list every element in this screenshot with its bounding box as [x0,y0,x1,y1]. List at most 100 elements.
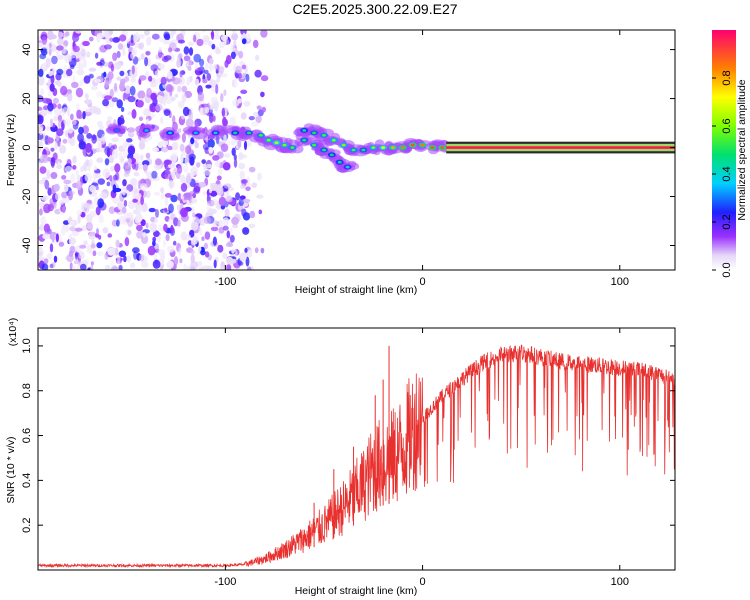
noise-speckle [63,118,72,127]
noise-speckle [95,228,100,235]
noise-speckle [47,203,54,212]
noise-speckle [137,206,144,213]
noise-speckle [137,90,146,99]
noise-speckle [122,143,127,151]
noise-speckle [83,240,88,246]
snr-series-line [38,344,675,569]
noise-speckle [70,173,76,183]
noise-speckle [138,34,145,39]
noise-speckle [121,185,127,196]
noise-speckle [214,30,220,37]
noise-speckle [152,147,158,152]
noise-speckle [180,207,188,218]
noise-speckle [238,73,243,79]
noise-speckle [84,172,92,183]
noise-speckle [54,140,58,150]
noise-speckle [48,70,54,77]
noise-speckle [164,193,172,198]
noise-speckle [76,180,82,191]
noise-speckle [99,59,105,66]
noise-speckle [140,261,149,268]
noise-speckle [219,40,225,49]
noise-speckle [188,47,194,56]
noise-speckle [89,202,96,210]
signal-core [266,138,271,142]
noise-speckle [144,56,149,67]
noise-speckle [180,193,184,200]
noise-speckle [177,165,183,175]
noise-speckle [134,192,142,200]
noise-speckle [177,100,185,109]
noise-speckle [193,186,201,194]
noise-speckle [96,32,105,39]
noise-speckle [180,231,187,241]
noise-speckle [86,222,93,230]
noise-speckle [155,158,162,166]
spectrogram-ytick-label: 40 [21,43,33,55]
noise-speckle [102,168,111,179]
noise-speckle [248,249,253,258]
noise-speckle [134,42,140,49]
noise-speckle [206,72,211,81]
noise-speckle [183,164,189,174]
noise-speckle [231,32,239,41]
noise-speckle [161,146,169,153]
noise-speckle [239,154,248,159]
noise-speckle [251,121,259,127]
noise-speckle [45,57,51,68]
noise-speckle [118,151,123,160]
signal-core [274,141,279,144]
noise-speckle [238,261,244,266]
noise-speckle [136,213,143,223]
noise-speckle [38,133,44,140]
noise-speckle [196,67,204,72]
noise-speckle [237,140,242,148]
noise-speckle [173,256,179,266]
noise-speckle [140,196,145,205]
noise-speckle [38,106,43,111]
spectrogram-panel: -100 0 100 -40 -20 0 20 40 Height of straight l… [5,29,676,296]
noise-speckle [191,207,195,215]
noise-speckle [89,36,94,42]
noise-speckle [42,154,49,164]
noise-speckle [94,52,99,59]
noise-speckle [247,266,252,270]
noise-speckle [207,138,215,149]
noise-speckle [136,230,144,239]
noise-speckle [225,195,233,203]
noise-speckle [222,225,229,231]
noise-speckle [126,184,134,192]
noise-speckle [68,250,74,257]
noise-speckle [55,192,60,201]
noise-speckle [209,208,217,215]
noise-speckle [85,142,92,153]
noise-speckle [114,82,118,92]
noise-speckle [53,115,59,122]
noise-speckle [90,243,96,249]
noise-speckle [109,37,114,42]
noise-speckle [80,263,87,270]
noise-speckle [38,76,45,86]
noise-speckle [49,83,55,92]
noise-speckle [86,133,93,139]
noise-speckle [46,137,54,144]
noise-speckle [92,172,97,180]
snr-xlabel: Height of straight line (km) [295,585,418,597]
noise-speckle [165,234,170,242]
noise-speckle [233,154,237,161]
noise-speckle [102,98,110,107]
noise-speckle [56,68,64,76]
noise-speckle [113,174,118,181]
noise-speckle [209,58,214,65]
colorbar-tick-label: 0.8 [721,70,733,85]
noise-speckle [142,164,148,172]
noise-speckle [254,69,262,78]
colorbar-tick-label: 0.0 [721,262,733,277]
noise-speckle [224,153,231,158]
noise-speckle [171,170,176,180]
noise-speckle [91,134,97,144]
snr-plot-area [38,344,675,569]
noise-speckle [188,114,194,120]
noise-speckle [255,54,260,61]
noise-speckle [241,38,247,45]
